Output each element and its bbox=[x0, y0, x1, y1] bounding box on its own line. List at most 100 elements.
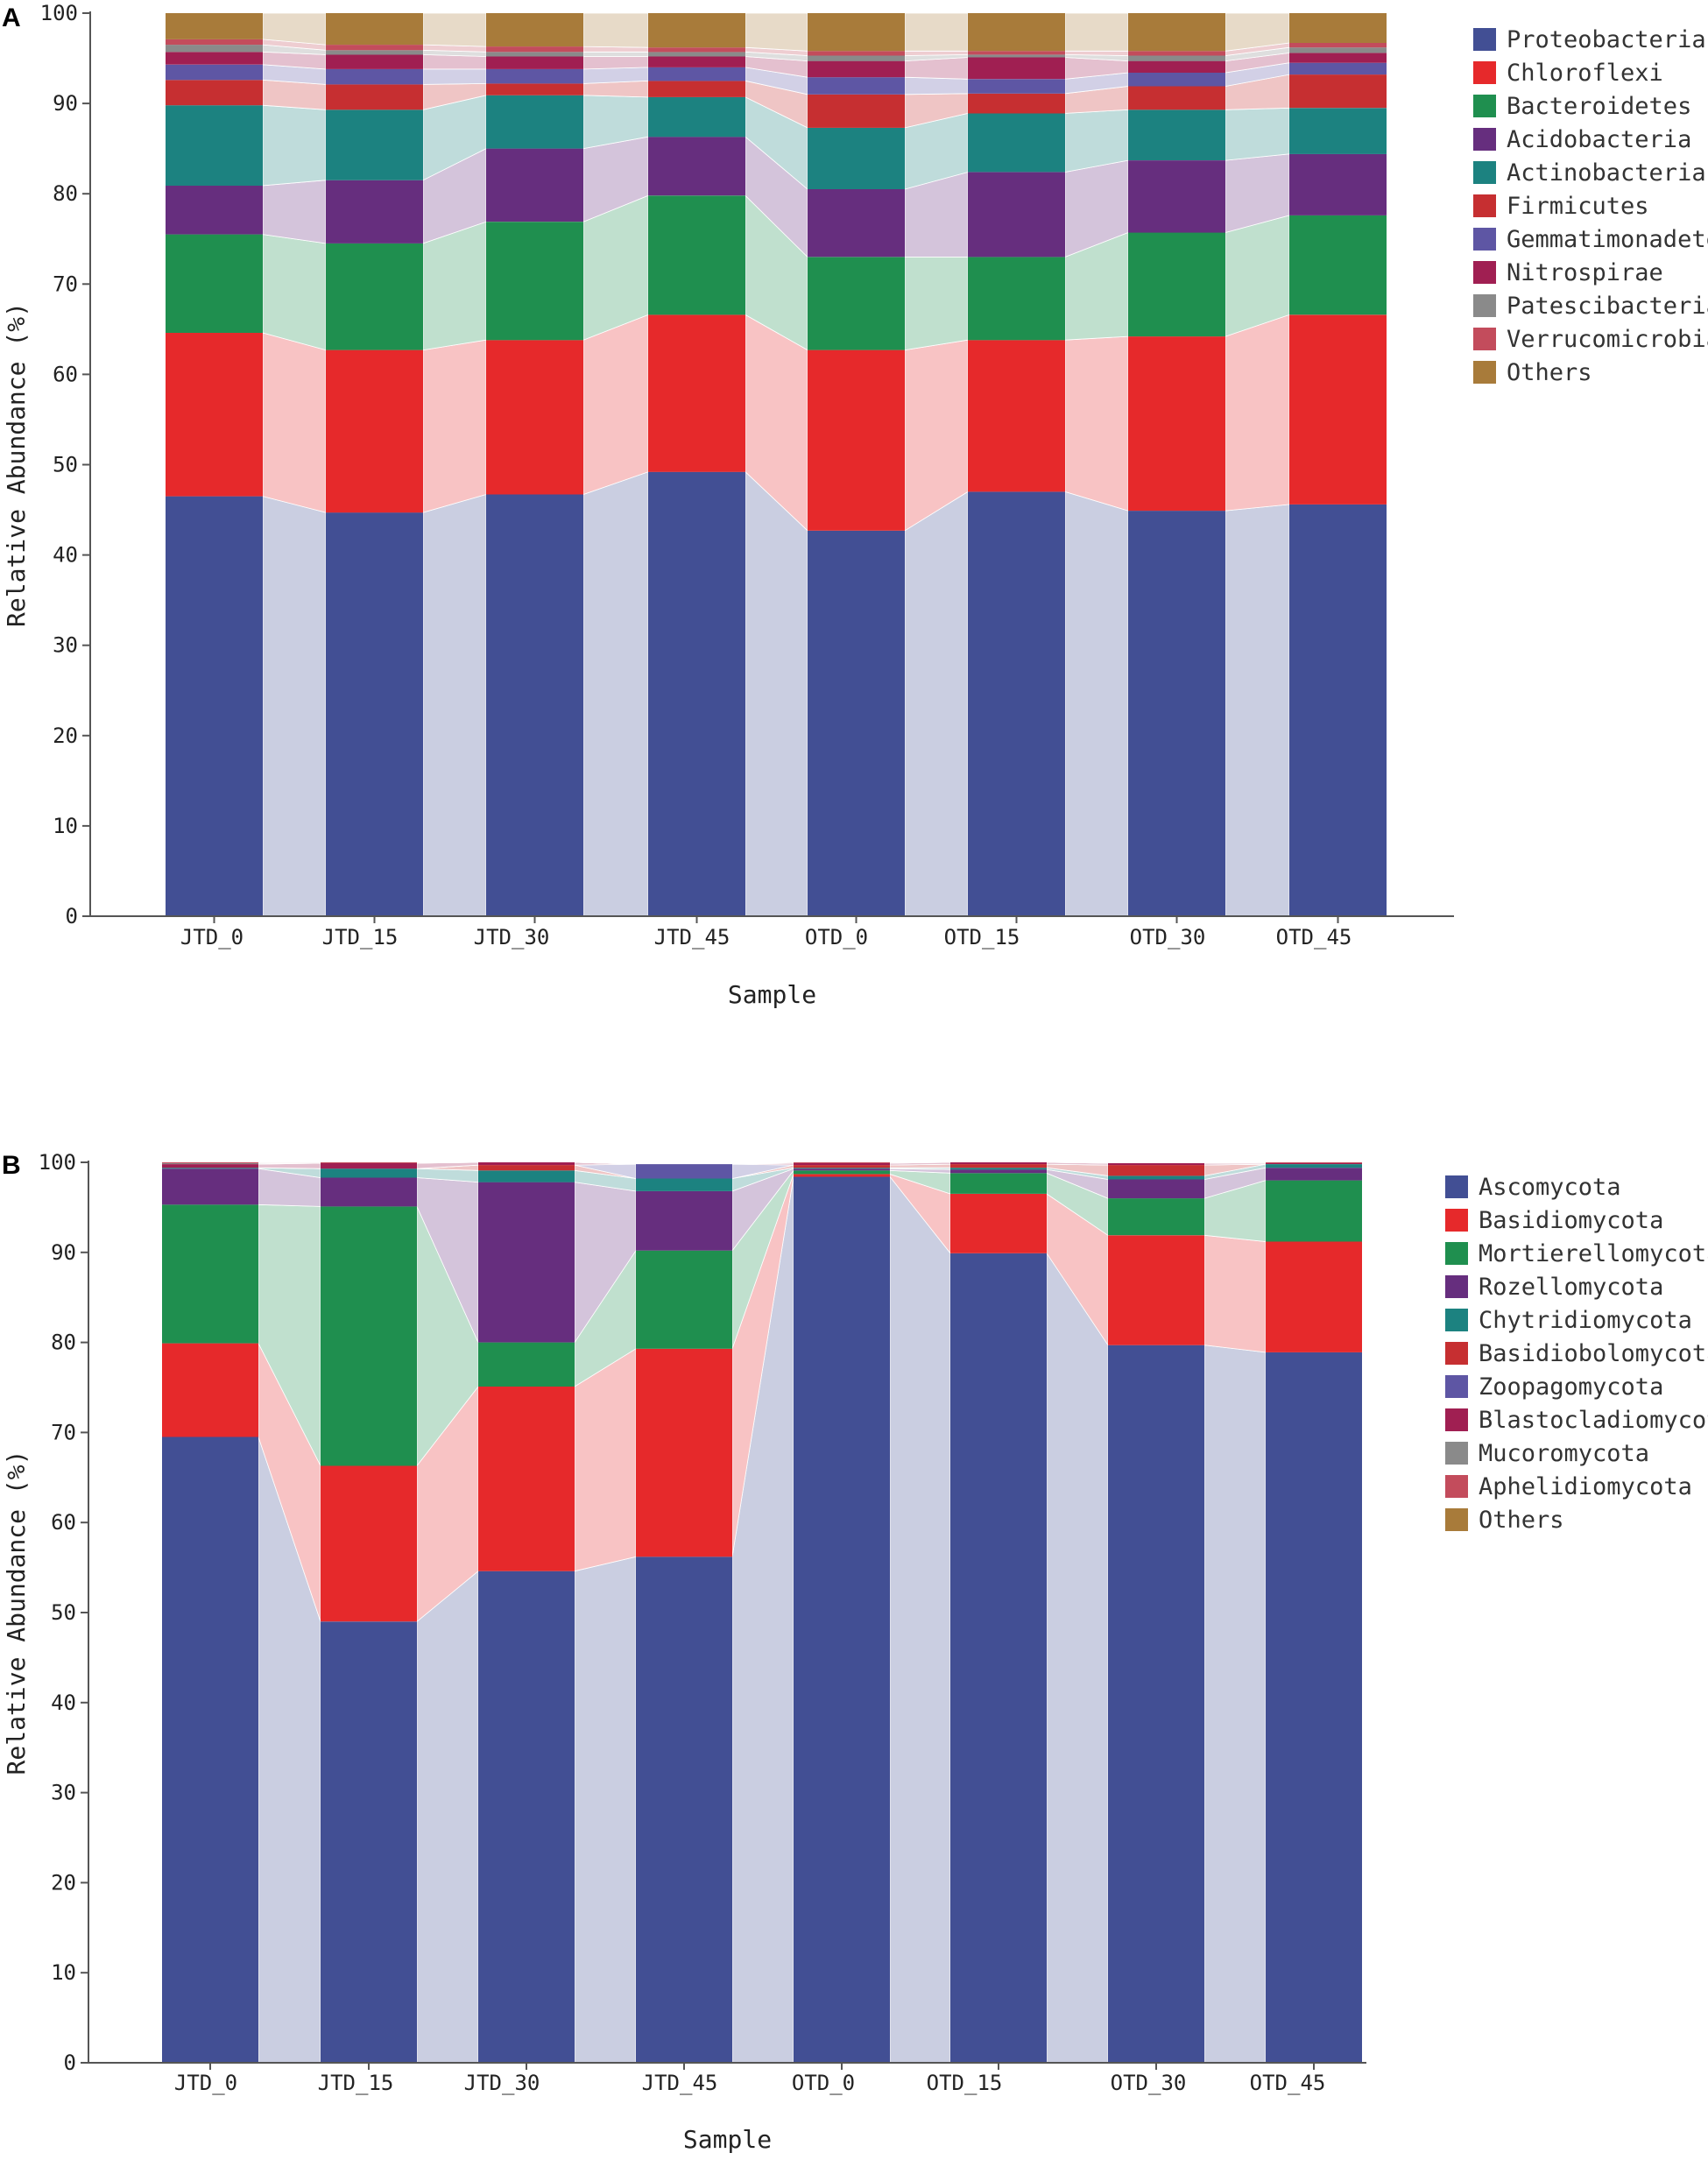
connector-area-actinobacteria-7 bbox=[1225, 107, 1290, 161]
bar-segment-mucoromycota-jtd_0 bbox=[162, 1163, 258, 1164]
bar-segment-proteobacteria-otd_0 bbox=[808, 530, 905, 916]
bar-segment-mortierellomycota-jtd_0 bbox=[162, 1204, 258, 1344]
bar-segment-basidiobolomycota-jtd_30 bbox=[478, 1165, 575, 1171]
bar-segment-blastocladiomycota-jtd_0 bbox=[162, 1164, 258, 1168]
bar-segment-patescibacteria-otd_45 bbox=[1289, 47, 1387, 53]
bar-segment-blastocladiomycota-otd_30 bbox=[1108, 1163, 1204, 1166]
legend-swatch-aphelidiomycota bbox=[1445, 1475, 1468, 1498]
y-tick-label: 20 bbox=[51, 1870, 76, 1895]
bar-segment-proteobacteria-jtd_30 bbox=[486, 494, 583, 916]
bar-segment-bacteroidetes-jtd_15 bbox=[326, 243, 423, 350]
bar-segment-bacteroidetes-otd_30 bbox=[1128, 232, 1225, 337]
connector-area-proteobacteria-3 bbox=[582, 471, 649, 917]
bar-segment-actinobacteria-otd_30 bbox=[1128, 109, 1225, 160]
bar-segment-proteobacteria-otd_15 bbox=[968, 491, 1065, 916]
y-tick-label: 100 bbox=[39, 1150, 76, 1175]
bar-segment-acidobacteria-otd_15 bbox=[968, 172, 1065, 258]
bar-segment-nitrospirae-jtd_30 bbox=[486, 56, 583, 69]
bar-segment-gemmatimonadetes-jtd_0 bbox=[166, 64, 263, 81]
connector-area-others-1 bbox=[262, 12, 327, 46]
bar-segment-actinobacteria-jtd_0 bbox=[166, 105, 263, 186]
bar-segment-firmicutes-otd_15 bbox=[968, 93, 1065, 114]
x-axis-title: Sample bbox=[728, 980, 816, 1009]
x-tick-label-otd_45: OTD_45 bbox=[1276, 925, 1352, 949]
bar-segment-patescibacteria-jtd_15 bbox=[326, 50, 423, 55]
connector-area-others-2 bbox=[422, 12, 487, 47]
bar-segment-acidobacteria-jtd_15 bbox=[326, 180, 423, 244]
connector-area-bacteroidetes-5 bbox=[904, 256, 969, 351]
legend-label-zoopagomycota: Zoopagomycota bbox=[1479, 1373, 1663, 1401]
bar-segment-chloroflexi-jtd_15 bbox=[326, 349, 423, 513]
connector-area-bacteroidetes-2 bbox=[422, 221, 487, 351]
connector-area-acidobacteria-1 bbox=[262, 180, 327, 244]
x-tick-label-otd_30: OTD_30 bbox=[1111, 2071, 1187, 2095]
legend-swatch-blastocladiomycota bbox=[1445, 1408, 1468, 1431]
bar-segment-actinobacteria-jtd_45 bbox=[648, 96, 745, 138]
legend-label-others: Others bbox=[1479, 1507, 1564, 1534]
bar-segment-firmicutes-otd_45 bbox=[1289, 74, 1387, 109]
legend-swatch-rozellomycota bbox=[1445, 1275, 1468, 1298]
bar-segment-mortierellomycota-jtd_30 bbox=[478, 1342, 575, 1387]
bar-segment-proteobacteria-jtd_0 bbox=[166, 496, 263, 916]
connector-area-verrucomicrobia-5 bbox=[904, 50, 969, 56]
legend-label-ascomycota: Ascomycota bbox=[1479, 1174, 1621, 1201]
legend-label-rozellomycota: Rozellomycota bbox=[1479, 1274, 1663, 1301]
bar-segment-firmicutes-jtd_15 bbox=[326, 84, 423, 110]
bar-segment-basidiomycota-jtd_15 bbox=[321, 1465, 417, 1622]
bar-segment-verrucomicrobia-jtd_45 bbox=[648, 47, 745, 53]
x-tick-label-jtd_30: JTD_30 bbox=[464, 2071, 540, 2095]
connector-area-bacteroidetes-1 bbox=[262, 234, 327, 351]
connector-area-actinobacteria-1 bbox=[262, 104, 327, 187]
x-axis-title: Sample bbox=[683, 2125, 772, 2154]
legend: Ascomycota Basidiomycota Mortierellomycota… bbox=[1445, 1174, 1708, 1534]
bar-segment-blastocladiomycota-jtd_15 bbox=[321, 1163, 417, 1169]
bar-segment-chloroflexi-otd_0 bbox=[808, 349, 905, 531]
bar-segment-patescibacteria-jtd_30 bbox=[486, 52, 583, 57]
legend-label-firmicutes: Firmicutes bbox=[1507, 193, 1649, 220]
bar-segment-chytridiomycota-otd_30 bbox=[1108, 1175, 1204, 1180]
y-tick-label: 40 bbox=[51, 1691, 76, 1715]
bar-segment-mortierellomycota-otd_30 bbox=[1108, 1198, 1204, 1236]
bar-segment-aphelidiomycota-otd_45 bbox=[1266, 1162, 1362, 1163]
bar-segment-mortierellomycota-otd_45 bbox=[1266, 1180, 1362, 1242]
bar-segment-proteobacteria-jtd_45 bbox=[648, 471, 745, 916]
legend-label-chloroflexi: Chloroflexi bbox=[1507, 60, 1663, 87]
bar-segment-bacteroidetes-otd_0 bbox=[808, 257, 905, 350]
bar-segment-actinobacteria-otd_15 bbox=[968, 113, 1065, 173]
y-axis-title: Relative Abundance (%) bbox=[2, 1451, 31, 1775]
legend-swatch-mucoromycota bbox=[1445, 1442, 1468, 1465]
y-tick-label: 20 bbox=[53, 724, 78, 748]
connector-area-gemmatimonadetes-5 bbox=[904, 76, 969, 95]
x-tick-label-jtd_45: JTD_45 bbox=[654, 925, 730, 949]
connector-area-gemmatimonadetes-2 bbox=[422, 68, 487, 85]
connector-area-others-6 bbox=[1064, 12, 1129, 52]
x-tick-label-jtd_0: JTD_0 bbox=[174, 2071, 237, 2095]
bar-segment-patescibacteria-jtd_45 bbox=[648, 52, 745, 57]
bar-segment-aphelidiomycota-jtd_15 bbox=[321, 1162, 417, 1163]
y-tick-label: 80 bbox=[53, 181, 78, 206]
bar-segment-bacteroidetes-jtd_30 bbox=[486, 222, 583, 341]
legend-label-aphelidiomycota: Aphelidiomycota bbox=[1479, 1473, 1692, 1500]
bar-segment-bacteroidetes-jtd_0 bbox=[166, 234, 263, 333]
connector-area-others-5 bbox=[904, 12, 969, 52]
bar-segment-basidiomycota-jtd_0 bbox=[162, 1343, 258, 1437]
panel-label: A bbox=[2, 4, 21, 32]
bar-segment-others-otd_45 bbox=[1289, 13, 1387, 43]
connector-area-ascomycota-7 bbox=[1203, 1345, 1267, 2064]
bar-segment-nitrospirae-otd_0 bbox=[808, 60, 905, 78]
connector-area-others-3 bbox=[582, 12, 649, 48]
bar-segment-actinobacteria-otd_45 bbox=[1289, 108, 1387, 154]
bar-segment-aphelidiomycota-otd_0 bbox=[794, 1162, 890, 1163]
bar-segment-chytridiomycota-jtd_45 bbox=[636, 1178, 732, 1191]
bar-segment-basidiomycota-otd_45 bbox=[1266, 1241, 1362, 1352]
legend-swatch-actinobacteria bbox=[1473, 161, 1496, 184]
legend-swatch-firmicutes bbox=[1473, 194, 1496, 217]
y-tick-label: 0 bbox=[64, 2051, 76, 2075]
legend-label-actinobacteria: Actinobacteria bbox=[1507, 159, 1706, 187]
connector-area-nitrospirae-2 bbox=[422, 53, 487, 70]
y-tick-label: 40 bbox=[53, 543, 78, 568]
connector-area-ascomycota-2 bbox=[416, 1570, 479, 2064]
x-tick-label-otd_0: OTD_0 bbox=[805, 925, 868, 949]
bar-segment-firmicutes-otd_0 bbox=[808, 94, 905, 128]
bar-segment-verrucomicrobia-jtd_0 bbox=[166, 39, 263, 46]
